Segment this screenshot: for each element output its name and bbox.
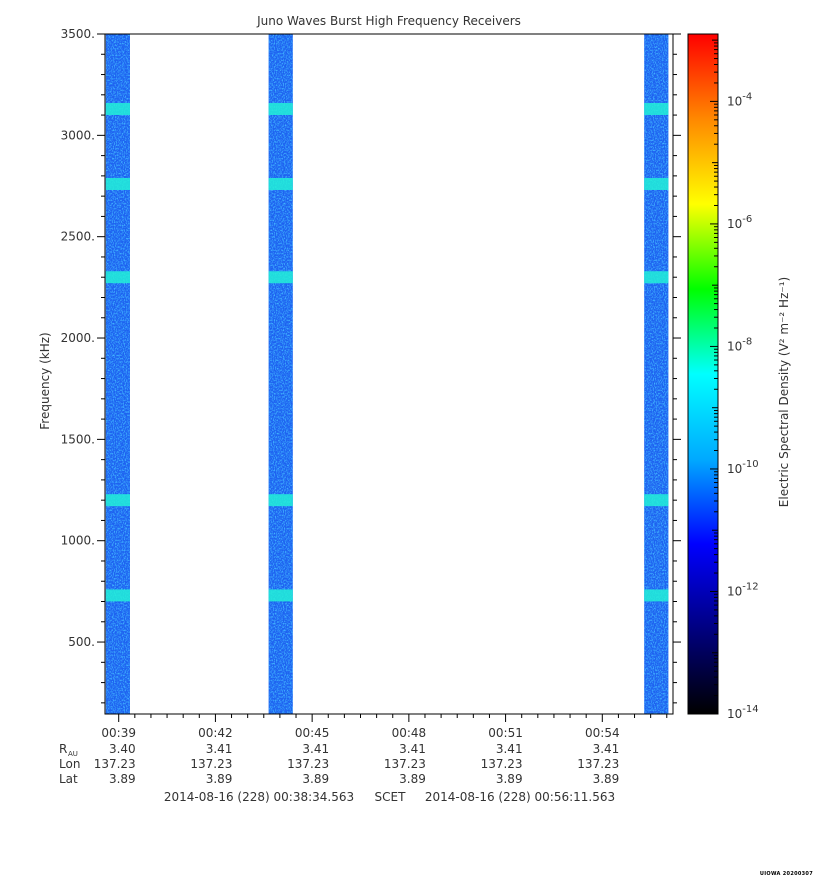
time-range-end: 2014-08-16 (228) 00:56:11.563	[425, 790, 615, 804]
bright-band	[644, 271, 669, 284]
colorbar-tick-label: 10-14	[727, 704, 759, 721]
ephemeris-value: 3.40	[109, 742, 136, 756]
ephemeris-table: R AU 3.40 3.41 3.41 3.41 3.41 3.41 Lon 137.23 137.…	[59, 742, 619, 786]
data-column	[644, 34, 669, 714]
bright-band	[268, 102, 293, 115]
x-axis: 00:39 00:42 00:45 00:48 00:51 00:54	[101, 714, 668, 740]
ephemeris-value: 3.89	[399, 772, 426, 786]
ephemeris-value: 3.89	[302, 772, 329, 786]
x-tick-label: 00:39	[101, 726, 136, 740]
ephemeris-value: 137.23	[190, 757, 232, 771]
bright-band	[644, 102, 669, 115]
colorbar-tick-label: 10-12	[727, 581, 759, 598]
colorbar-tick-exponent: -10	[742, 459, 758, 470]
ephemeris-row-label: R	[59, 742, 67, 756]
x-tick-label: 00:42	[198, 726, 233, 740]
y-tick-label: 1500.	[61, 432, 95, 446]
ephemeris-value: 3.41	[593, 742, 620, 756]
time-range-label: SCET	[375, 790, 407, 804]
colorbar-gradient	[687, 33, 719, 715]
y-tick-label: 3000.	[61, 128, 95, 142]
bright-band	[268, 271, 293, 284]
bright-band	[268, 494, 293, 507]
ephemeris-value: 3.41	[399, 742, 426, 756]
bright-band	[105, 102, 130, 115]
colorbar-tick-label: 10-4	[727, 91, 752, 108]
x-tick-label: 00:54	[585, 726, 620, 740]
x-tick-label: 00:48	[392, 726, 427, 740]
x-tick-label: 00:51	[488, 726, 523, 740]
data-column	[268, 34, 293, 714]
bright-band	[105, 177, 130, 190]
bright-band	[268, 177, 293, 190]
data-column-speckle	[105, 34, 130, 714]
bright-band	[105, 271, 130, 284]
ephemeris-value: 137.23	[287, 757, 329, 771]
ephemeris-value: 3.89	[593, 772, 620, 786]
bright-band	[644, 494, 669, 507]
ephemeris-value: 3.89	[109, 772, 136, 786]
y-tick-label: 2000.	[61, 331, 95, 345]
ephemeris-value: 137.23	[481, 757, 523, 771]
colorbar-tick-exponent: -12	[742, 581, 758, 592]
y-tick-label: 1000.	[61, 534, 95, 548]
bright-band	[105, 589, 130, 602]
y-axis: 500. 1000. 1500. 2000. 2500. 3000. 3500.	[61, 27, 681, 704]
colorbar-tick-exponent: -8	[742, 336, 752, 347]
plot-frame	[104, 33, 674, 715]
colorbar-tick-exponent: -14	[742, 704, 758, 715]
ephemeris-value: 137.23	[94, 757, 136, 771]
time-range-start: 2014-08-16 (228) 00:38:34.563	[164, 790, 354, 804]
data-column	[105, 34, 130, 714]
colorbar-tick-label: 10-10	[727, 459, 759, 476]
colorbar-tick-exponent: -4	[742, 91, 752, 102]
y-tick-label: 3500.	[61, 27, 95, 41]
ephemeris-value: 3.41	[206, 742, 233, 756]
data-column-speckle	[268, 34, 293, 714]
bright-band	[644, 177, 669, 190]
footer-stamp: UIOWA 20200307	[759, 871, 813, 877]
bright-band	[644, 589, 669, 602]
ephemeris-row-label: Lat	[59, 772, 78, 786]
y-tick-label: 2500.	[61, 230, 95, 244]
bright-band	[105, 494, 130, 507]
ephemeris-value: 3.89	[206, 772, 233, 786]
x-tick-label: 00:45	[295, 726, 330, 740]
ephemeris-value: 137.23	[384, 757, 426, 771]
time-range: 2014-08-16 (228) 00:38:34.563 SCET 2014-…	[164, 790, 615, 804]
colorbar-tick-exponent: -6	[742, 214, 752, 225]
y-tick-label: 500.	[68, 635, 95, 649]
colorbar-tick-label: 10-6	[727, 214, 752, 231]
ephemeris-value: 3.89	[496, 772, 523, 786]
chart-title: Juno Waves Burst High Frequency Receiver…	[256, 14, 521, 28]
ephemeris-row-label: Lon	[59, 757, 80, 771]
ephemeris-value: 137.23	[577, 757, 619, 771]
ephemeris-value: 3.41	[302, 742, 329, 756]
colorbar: 10-14 10-12 10-10 10-8 10-6 10-4	[687, 33, 759, 721]
data-column-speckle	[644, 34, 669, 714]
colorbar-tick-label: 10-8	[727, 336, 752, 353]
ephemeris-value: 3.41	[496, 742, 523, 756]
spectrogram-data	[105, 34, 669, 714]
colorbar-label: Electric Spectral Density (V² m⁻² Hz⁻¹)	[777, 277, 791, 507]
y-axis-label: Frequency (kHz)	[38, 332, 52, 429]
ephemeris-row-label-subscript: AU	[68, 750, 78, 758]
bright-band	[268, 589, 293, 602]
